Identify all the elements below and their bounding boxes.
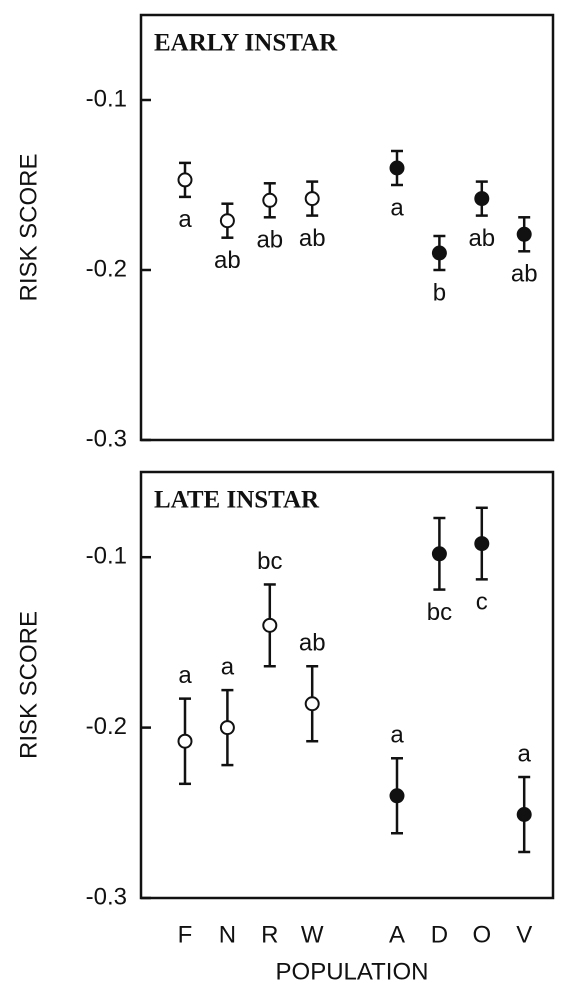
data-point	[177, 172, 193, 188]
data-point	[219, 720, 235, 736]
data-point	[219, 213, 235, 229]
data-point	[262, 617, 278, 633]
data-point	[474, 191, 490, 207]
group-letter: a	[178, 206, 192, 233]
x-tick-label: V	[516, 921, 532, 948]
group-letter: bc	[257, 548, 282, 575]
group-letter: a	[390, 194, 404, 221]
group-letter: ab	[468, 225, 495, 252]
data-point	[304, 191, 320, 207]
y-tick-label: -0.3	[86, 425, 127, 452]
data-point	[262, 192, 278, 208]
data-point	[516, 807, 532, 823]
plot-frame	[139, 13, 555, 442]
panel-title: EARLY INSTAR	[154, 30, 338, 57]
x-tick-label: O	[472, 921, 491, 948]
group-letter: b	[433, 279, 446, 306]
x-tick-label: D	[431, 921, 448, 948]
x-tick-label: F	[178, 921, 193, 948]
y-axis-label: RISK SCORE	[15, 153, 42, 301]
y-tick-label: -0.2	[86, 255, 127, 282]
data-point	[177, 733, 193, 749]
x-tick-label: N	[219, 921, 236, 948]
x-tick-label: W	[301, 921, 324, 948]
data-point	[474, 536, 490, 552]
panel-title: LATE INSTAR	[154, 487, 320, 514]
group-letter: ab	[256, 227, 283, 254]
y-axis-label: RISK SCORE	[15, 611, 42, 759]
group-letter: c	[476, 589, 488, 616]
y-tick-label: -0.3	[86, 883, 127, 910]
group-letter: bc	[427, 599, 452, 626]
data-point	[431, 245, 447, 261]
group-letter: a	[518, 740, 532, 767]
y-tick-label: -0.2	[86, 713, 127, 740]
data-point	[431, 546, 447, 562]
plot-frame	[139, 470, 555, 900]
group-letter: a	[390, 722, 404, 749]
group-letter: ab	[299, 225, 326, 252]
group-letter: ab	[214, 247, 241, 274]
group-letter: ab	[299, 630, 326, 657]
group-letter: a	[221, 653, 235, 680]
y-tick-label: -0.1	[86, 85, 127, 112]
x-tick-label: A	[389, 921, 405, 948]
y-tick-label: -0.1	[86, 543, 127, 570]
data-point	[389, 788, 405, 804]
data-point	[516, 226, 532, 242]
x-axis-label: POPULATION	[276, 958, 429, 985]
group-letter: a	[178, 662, 192, 689]
group-letter: ab	[511, 261, 538, 288]
x-tick-label: R	[261, 921, 278, 948]
data-point	[389, 160, 405, 176]
data-point	[304, 696, 320, 712]
